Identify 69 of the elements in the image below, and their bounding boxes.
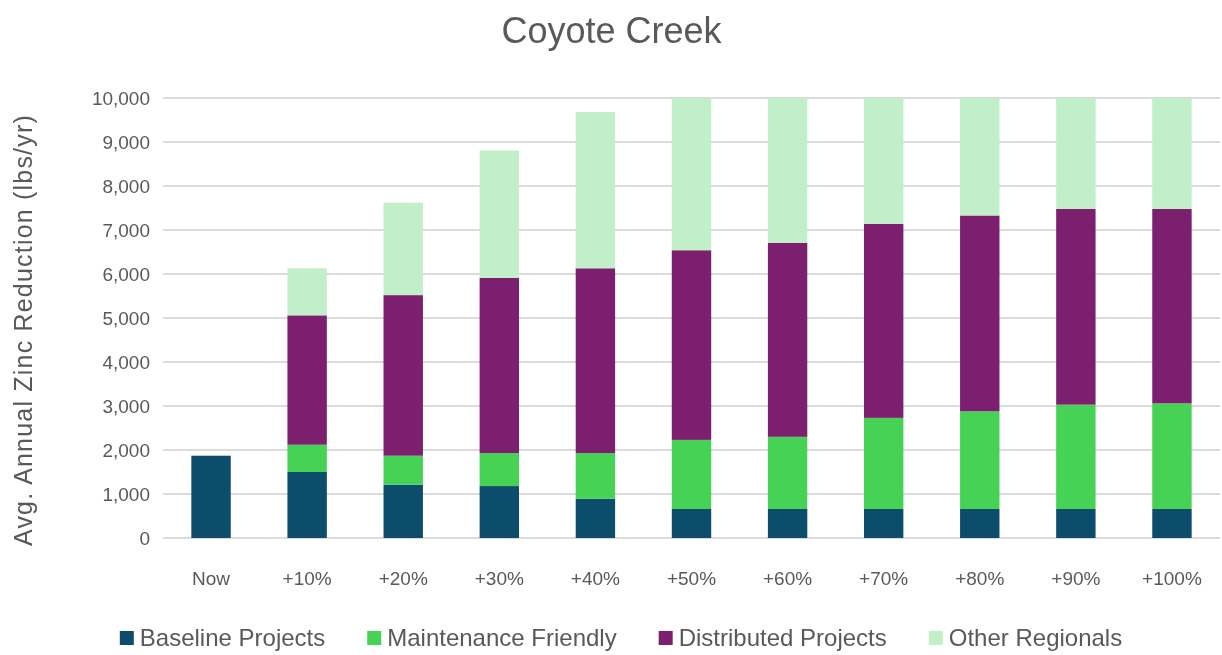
bar xyxy=(671,98,712,251)
bar xyxy=(767,436,808,509)
bar xyxy=(575,498,616,538)
bar xyxy=(383,295,423,456)
x-tick-label: +100% xyxy=(1142,567,1202,589)
x-tick-label: +50% xyxy=(666,567,717,589)
bar xyxy=(960,215,1000,412)
bar xyxy=(479,277,520,454)
bar xyxy=(1152,508,1192,538)
legend-label: Baseline Projects xyxy=(139,624,326,652)
legend-label: Distributed Projects xyxy=(678,624,887,652)
y-tick-label: 0 xyxy=(139,527,150,549)
bar xyxy=(671,508,712,538)
bar xyxy=(1152,403,1192,509)
y-tick-label: 8,000 xyxy=(102,175,150,197)
bar xyxy=(767,242,808,437)
bar xyxy=(1152,98,1192,209)
bar xyxy=(287,444,327,472)
x-tick-label: +30% xyxy=(474,567,524,589)
bar xyxy=(960,411,1000,509)
bar xyxy=(191,455,231,538)
x-tick-label: +40% xyxy=(570,567,621,589)
y-tick-label: 4,000 xyxy=(102,351,150,373)
bar xyxy=(1152,208,1192,404)
x-tick-label: +10% xyxy=(282,567,332,589)
bar xyxy=(767,98,808,243)
bar xyxy=(671,250,712,440)
bar xyxy=(1056,208,1096,405)
x-tick-label: +90% xyxy=(1051,567,1101,589)
y-tick-label: 7,000 xyxy=(102,219,150,241)
x-tick-label: Now xyxy=(192,567,231,589)
bar xyxy=(287,472,327,538)
x-tick-label: +60% xyxy=(763,567,813,589)
bar xyxy=(383,484,423,538)
bar xyxy=(960,508,1000,538)
bar xyxy=(767,508,808,538)
bar xyxy=(1056,508,1096,538)
bar xyxy=(287,268,327,316)
x-tick-label: +80% xyxy=(955,567,1005,589)
bar xyxy=(575,112,616,269)
y-tick-label: 5,000 xyxy=(102,307,150,329)
legend-label: Maintenance Friendly xyxy=(387,624,617,652)
x-tick-label: +20% xyxy=(378,567,428,589)
y-axis-title: Avg. Annual Zinc Reduction (lbs/yr) xyxy=(9,113,37,547)
y-tick-label: 2,000 xyxy=(102,439,150,461)
bar xyxy=(383,202,423,296)
bar xyxy=(863,98,904,224)
bar xyxy=(479,486,520,538)
bar xyxy=(960,98,1000,216)
y-tick-label: 6,000 xyxy=(102,263,150,285)
bar xyxy=(287,315,327,445)
bar xyxy=(863,417,904,509)
bar xyxy=(671,439,712,509)
bar xyxy=(1056,404,1096,509)
bar xyxy=(863,508,904,538)
bar xyxy=(575,268,616,454)
y-tick-label: 9,000 xyxy=(102,131,150,153)
x-tick-label: +70% xyxy=(859,567,909,589)
chart-title: Coyote Creek xyxy=(501,10,723,51)
bar xyxy=(479,150,520,278)
y-tick-label: 1,000 xyxy=(102,483,150,505)
legend-label: Other Regionals xyxy=(948,624,1123,652)
y-tick-label: 10,000 xyxy=(91,87,150,109)
bar xyxy=(383,455,423,485)
bar xyxy=(479,453,520,487)
bar xyxy=(1056,98,1096,209)
bar xyxy=(575,453,616,499)
y-tick-label: 3,000 xyxy=(102,395,150,417)
bar xyxy=(863,223,904,418)
